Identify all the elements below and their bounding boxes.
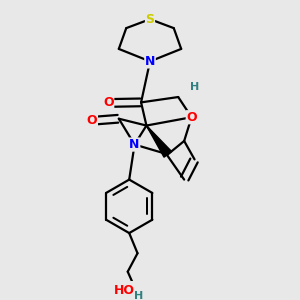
Text: HO: HO <box>114 284 135 297</box>
Text: O: O <box>186 111 197 124</box>
Polygon shape <box>146 125 172 157</box>
Text: S: S <box>146 13 154 26</box>
Text: H: H <box>134 291 143 300</box>
Text: H: H <box>190 82 199 92</box>
Text: N: N <box>145 55 155 68</box>
Text: N: N <box>129 138 140 151</box>
Text: O: O <box>103 97 114 110</box>
Text: O: O <box>87 114 98 127</box>
